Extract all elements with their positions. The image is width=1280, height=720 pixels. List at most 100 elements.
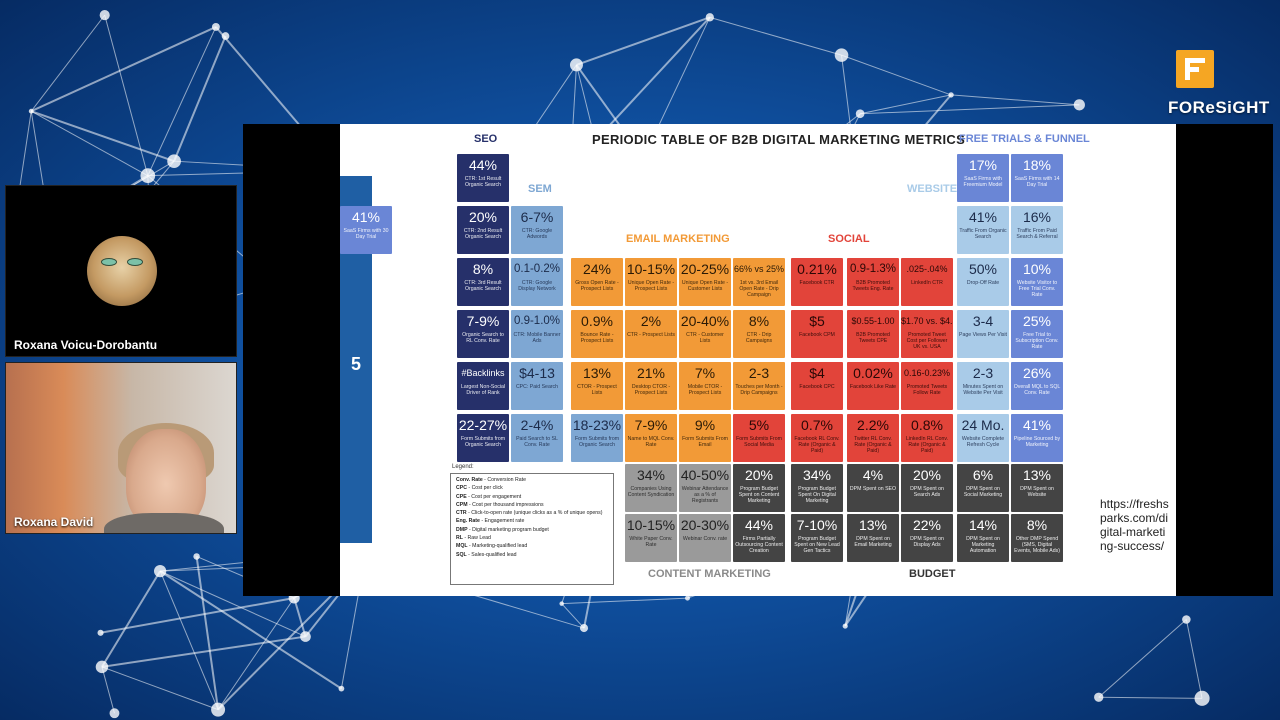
metric-cell: 0.16-0.23% Promoted Tweets Follow Rate (901, 362, 953, 410)
metric-description: Traffic From Paid Search & Referral (1016, 228, 1058, 240)
network-line (101, 570, 161, 668)
legend-item: CPE - Cost per engagement (456, 493, 522, 500)
metric-value: 0.9% (581, 313, 613, 329)
network-line (709, 16, 842, 56)
metric-description: Program Budget Spent On Digital Marketin… (798, 486, 836, 504)
network-node (1182, 615, 1191, 624)
metric-value: 44% (468, 157, 498, 173)
metric-value: 2-4% (520, 417, 554, 433)
network-line (195, 556, 220, 710)
network-line (561, 603, 585, 629)
metric-value: 17% (968, 157, 998, 173)
metric-cell: 5% Form Submits From Social Media (733, 414, 785, 462)
metric-value: 0.21% (797, 261, 837, 277)
network-line (293, 597, 307, 637)
network-node (855, 109, 865, 119)
metric-cell: 13% CTOR - Prospect Lists (571, 362, 623, 410)
avatar (87, 236, 157, 306)
legend: Conv. Rate - Conversion Rate CPC - Cost p… (450, 473, 614, 585)
metric-cell: 0.8% LinkedIn RL Conv. Rate (Organic & Pa… (901, 414, 953, 462)
legend-item: CTR - Click-to-open rate (unique clicks … (456, 510, 603, 517)
metric-description: LinkedIn CTR (911, 280, 943, 286)
metric-cell: $1.70 vs. $4.89 Promoted Tweet Cost per F… (901, 310, 953, 358)
metric-value: 10-15% (626, 517, 676, 533)
metric-cell: 41% SaaS Firms with 30 Day Trial (340, 206, 392, 254)
legend-item: RL - Raw Lead (456, 535, 491, 542)
metric-cell: 3-4 Page Views Per Visit (957, 310, 1009, 358)
legend-item: MQL - Marketing-qualified lead (456, 543, 528, 550)
metric-cell: 26% Overall MQL to SQL Conv. Rate (1011, 362, 1063, 410)
slide-title: PERIODIC TABLE OF B2B DIGITAL MARKETING … (592, 132, 966, 147)
metric-value: 6% (972, 467, 994, 483)
metric-value: 10% (1022, 261, 1052, 277)
metric-value: 14% (968, 517, 998, 533)
metric-description: Traffic From Organic Search (959, 228, 1007, 240)
legend-item: SQL - Sales-qualified lead (456, 551, 517, 558)
metric-cell: 20% DPM Spent on Search Ads (901, 464, 953, 512)
slide-number: 5 (350, 354, 361, 374)
metric-cell: 10-15% White Paper Conv. Rate (625, 514, 677, 562)
metric-cell: 44% Firms Partially Outsourcing Content C… (733, 514, 785, 562)
metric-value: 13% (1022, 467, 1052, 483)
metric-value: $1.70 vs. $4.89 (901, 316, 953, 326)
metric-value: 13% (858, 517, 888, 533)
metric-value: 8% (472, 261, 494, 277)
metric-description: Form Submits From Social Media (736, 436, 782, 448)
network-node (559, 601, 564, 606)
metric-description: Facebook RL Conv. Rate (Organic & Paid) (794, 436, 840, 454)
metric-description: Promoted Tweet Cost per Follower UK vs. … (906, 332, 948, 350)
legend-item: DMP - Digital marketing program budget (456, 526, 549, 533)
metric-cell: 20-25% Unique Open Rate - Customer Lists (679, 258, 731, 306)
section-label-sem: SEM (528, 183, 552, 195)
metric-cell: 16% Traffic From Paid Search & Referral (1011, 206, 1063, 254)
network-line (30, 14, 106, 112)
metric-value: 5% (748, 417, 770, 433)
network-line (561, 597, 688, 605)
metric-cell: 0.21% Facebook CTR (791, 258, 843, 306)
metric-description: CTR: 3rd Result Organic Search (464, 280, 502, 292)
network-line (147, 26, 217, 176)
metric-value: 2% (640, 313, 662, 329)
network-node (211, 22, 220, 31)
brand-name: FOReSiGHT (1168, 98, 1270, 117)
metric-description: DPM Spent on Search Ads (910, 486, 944, 498)
metric-value: 0.9-1.3% (849, 263, 897, 275)
metric-description: Bounce Rate - Prospect Lists (580, 332, 614, 344)
network-line (841, 54, 952, 96)
metric-value: $5 (809, 313, 825, 329)
metric-description: Gross Open Rate - Prospect Lists (575, 280, 619, 292)
network-node (1094, 692, 1104, 702)
metric-cell: 0.7% Facebook RL Conv. Rate (Organic & Pa… (791, 414, 843, 462)
metric-description: DPM Spent on Website (1020, 486, 1054, 498)
metric-description: Facebook CPM (799, 332, 835, 338)
metric-cell: 25% Free Trial to Subscription Conv. Rate (1011, 310, 1063, 358)
participant-tile[interactable]: Roxana David (5, 362, 237, 534)
metric-cell: 20-40% CTR - Customer Lists (679, 310, 731, 358)
metric-description: Overall MQL to SQL Conv. Rate (1013, 384, 1061, 396)
participant-tile[interactable]: Roxana Voicu-Dorobantu (5, 185, 237, 357)
metric-value: 2.2% (857, 417, 889, 433)
network-node (1194, 690, 1210, 706)
network-node (1073, 99, 1085, 111)
network-line (159, 570, 219, 710)
metric-value: 0.7% (801, 417, 833, 433)
metric-cell: 40-50% Webinar Attendance as a % of Regis… (679, 464, 731, 512)
metric-value: 8% (748, 313, 770, 329)
metric-cell: 8% CTR: 3rd Result Organic Search (457, 258, 509, 306)
section-label-social: SOCIAL (828, 233, 870, 245)
section-label-free-trials: FREE TRIALS & FUNNEL (959, 133, 1090, 145)
metric-value: 0.02% (853, 365, 893, 381)
network-line (101, 666, 115, 714)
slide: 5 PERIODIC TABLE OF B2B DIGITAL MARKETIN… (340, 124, 1176, 596)
metric-description: SaaS Firms with Freemium Model (963, 176, 1003, 188)
network-node (338, 685, 345, 692)
network-line (1185, 619, 1203, 699)
metric-cell: 2-3 Minutes Spent on Website Per Visit (957, 362, 1009, 410)
metric-description: Largest Non-Social Driver of Rank (460, 384, 506, 396)
metric-description: Touches per Month - Drip Campaigns (735, 384, 783, 396)
metric-value: 41% (968, 209, 998, 225)
metric-cell: $5 Facebook CPM (791, 310, 843, 358)
metric-value: 3-4 (972, 313, 994, 329)
metric-cell: 8% CTR - Drip Campaigns (733, 310, 785, 358)
metric-description: DPM Spent on Display Ads (910, 536, 944, 548)
